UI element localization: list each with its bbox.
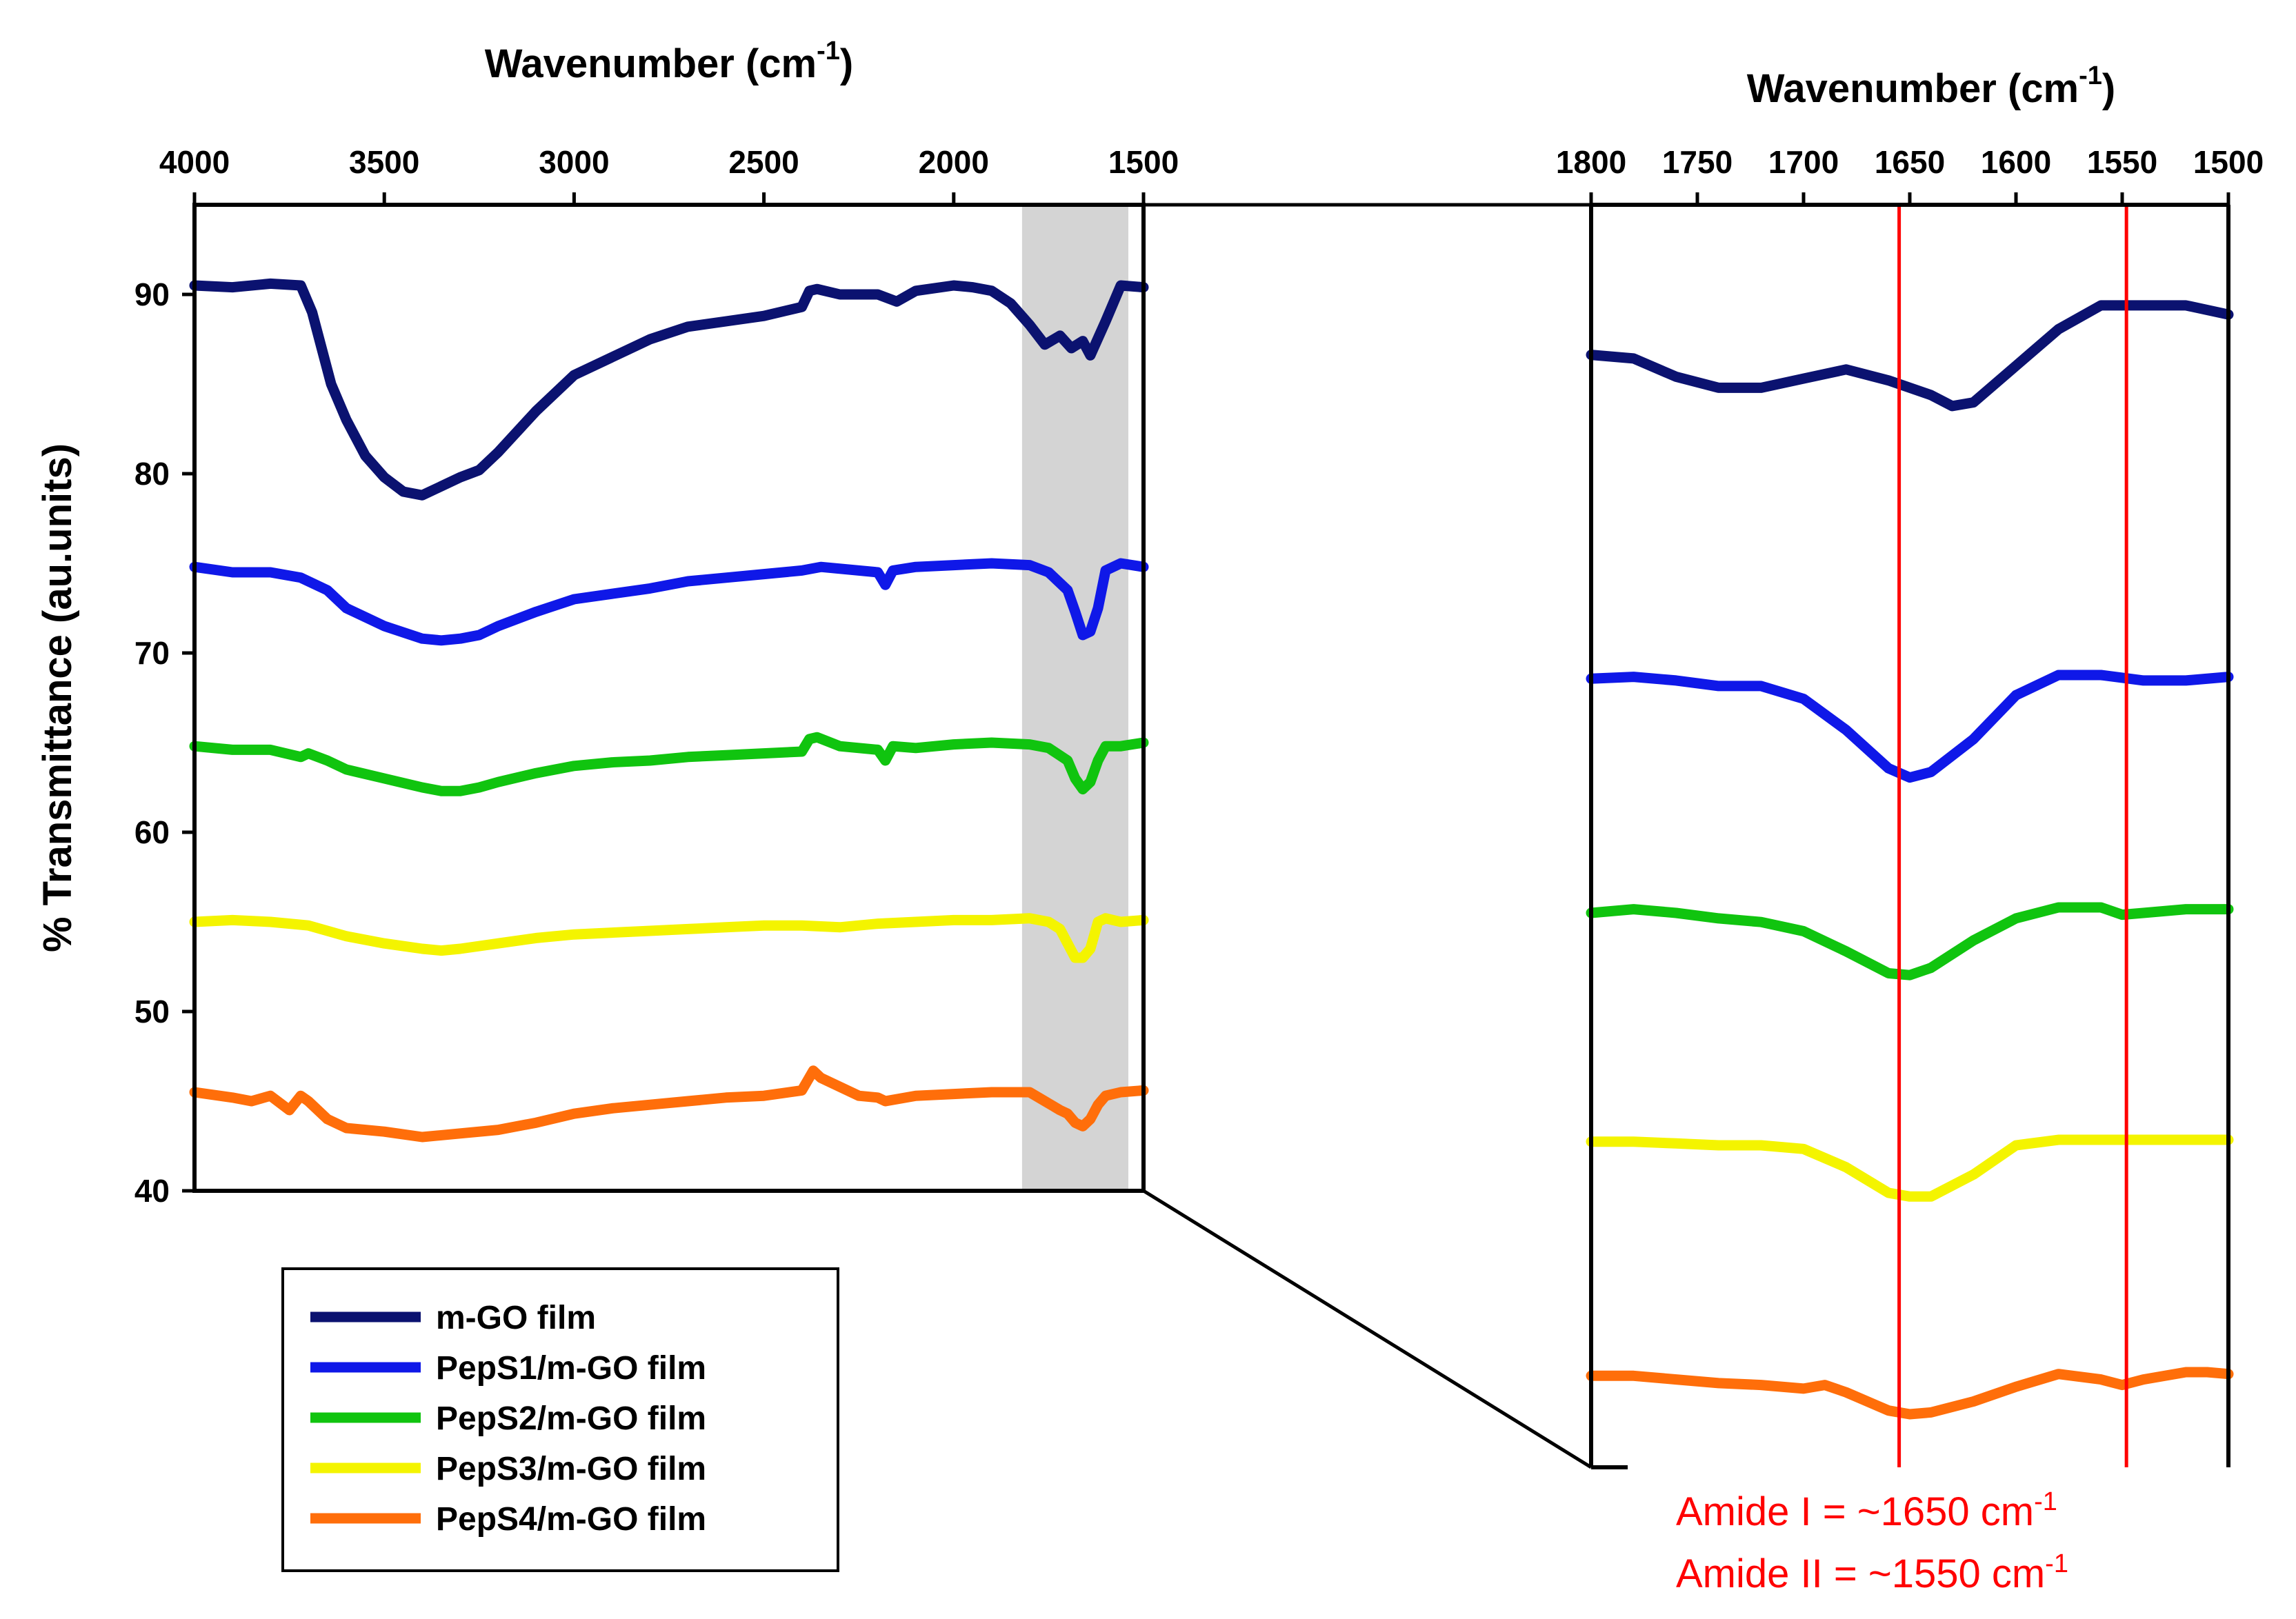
left-series-line-peps2-m-go-film xyxy=(189,732,1149,796)
amide-ii-annotation: Amide II = ~1550 cm-1 xyxy=(1676,1549,2068,1596)
left-y-ticks: 40 50 60 70 80 90 xyxy=(134,276,194,1209)
legend-label-peps2-m-go-film: PepS2/m-GO film xyxy=(436,1400,706,1437)
left-series-line-peps4-m-go-film xyxy=(189,1065,1149,1143)
right-x-ticks: 1800 1750 1700 1650 1600 1550 1500 xyxy=(1556,144,2264,205)
y-tick-label: 60 xyxy=(134,814,170,850)
y-tick-label: 40 xyxy=(134,1173,170,1209)
right-x-tick-label: 1600 xyxy=(1981,144,2051,180)
left-panel: 4000 3500 3000 2500 2000 1500 40 50 60 70 80 90 Wa… xyxy=(35,37,1179,1209)
legend-label-m-go-film: m-GO film xyxy=(436,1300,596,1336)
left-x-tick-label: 4000 xyxy=(159,144,230,180)
left-series-group xyxy=(189,278,1149,1143)
y-tick-label: 90 xyxy=(134,276,170,312)
zoom-connectors xyxy=(1142,203,1593,1469)
right-series-line-m-go-film xyxy=(1586,300,2234,412)
right-series-group xyxy=(1586,300,2234,1420)
left-series-line-peps1-m-go-film xyxy=(189,558,1149,646)
right-x-tick-label: 1500 xyxy=(2193,144,2264,180)
left-series-line-peps3-m-go-film xyxy=(189,913,1149,963)
right-x-tick-label: 1700 xyxy=(1768,144,1839,180)
right-x-tick-label: 1550 xyxy=(2087,144,2157,180)
right-x-tick-label: 1650 xyxy=(1875,144,1945,180)
right-series-line-peps2-m-go-film xyxy=(1586,902,2234,981)
y-axis-title: % Transmittance (au.units) xyxy=(35,443,80,952)
left-x-tick-label: 3500 xyxy=(349,144,419,180)
left-x-ticks: 4000 3500 3000 2500 2000 1500 xyxy=(159,144,1179,205)
legend-items: m-GO film PepS1/m-GO film PepS2/m-GO film P… xyxy=(310,1300,706,1538)
left-x-tick-label: 3000 xyxy=(539,144,609,180)
left-x-tick-label: 2500 xyxy=(728,144,799,180)
right-x-tick-label: 1800 xyxy=(1556,144,1626,180)
legend-label-peps1-m-go-film: PepS1/m-GO film xyxy=(436,1350,706,1387)
y-tick-label: 80 xyxy=(134,456,170,492)
left-series-line-m-go-film xyxy=(189,278,1149,501)
zoom-connector-bottom xyxy=(1142,1189,1593,1469)
right-panel: 1800 1750 1700 1650 1600 1550 1500 Wavenumber … xyxy=(1556,61,2264,1596)
legend-label-peps3-m-go-film: PepS3/m-GO film xyxy=(436,1451,706,1487)
right-series-line-peps1-m-go-film xyxy=(1586,670,2234,783)
amide-i-annotation: Amide I = ~1650 cm-1 xyxy=(1676,1487,2057,1534)
highlight-band xyxy=(1021,205,1128,1191)
right-x-tick-label: 1750 xyxy=(1662,144,1733,180)
right-x-axis-title: Wavenumber (cm-1) xyxy=(1747,61,2115,111)
left-plot-frame xyxy=(192,203,1146,1193)
legend-label-peps4-m-go-film: PepS4/m-GO film xyxy=(436,1501,706,1538)
right-series-line-peps3-m-go-film xyxy=(1586,1134,2234,1202)
left-x-tick-label: 2000 xyxy=(919,144,989,180)
left-x-tick-label: 1500 xyxy=(1108,144,1179,180)
left-x-axis-title: Wavenumber (cm-1) xyxy=(485,37,853,86)
y-tick-label: 70 xyxy=(134,635,170,671)
right-series-line-peps4-m-go-film xyxy=(1586,1367,2234,1420)
legend: m-GO film PepS1/m-GO film PepS2/m-GO film P… xyxy=(281,1267,839,1572)
y-tick-label: 50 xyxy=(134,994,170,1029)
right-reference-lines xyxy=(1897,205,2128,1467)
